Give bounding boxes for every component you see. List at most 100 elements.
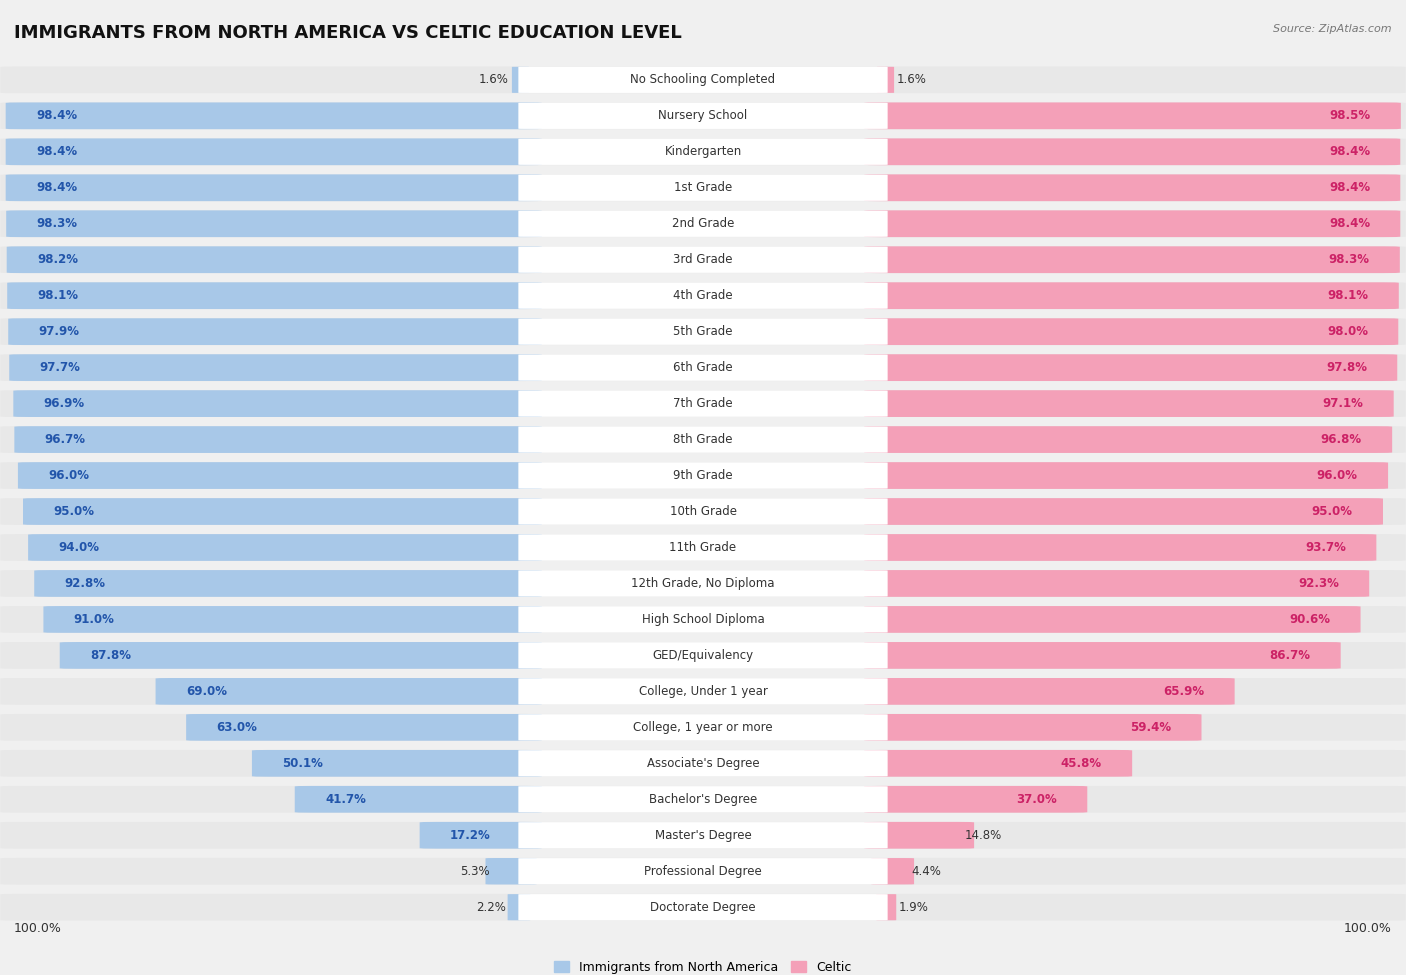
Text: 9th Grade: 9th Grade — [673, 469, 733, 482]
Text: Source: ZipAtlas.com: Source: ZipAtlas.com — [1274, 24, 1392, 34]
FancyBboxPatch shape — [252, 750, 541, 777]
FancyBboxPatch shape — [865, 426, 1392, 453]
Text: College, Under 1 year: College, Under 1 year — [638, 684, 768, 698]
FancyBboxPatch shape — [865, 354, 1398, 381]
FancyBboxPatch shape — [865, 175, 1400, 201]
Text: 95.0%: 95.0% — [53, 505, 94, 518]
Text: 98.4%: 98.4% — [1329, 181, 1369, 194]
Text: GED/Equivalency: GED/Equivalency — [652, 649, 754, 662]
FancyBboxPatch shape — [0, 642, 1406, 669]
Text: 100.0%: 100.0% — [1344, 922, 1392, 935]
Text: 2nd Grade: 2nd Grade — [672, 217, 734, 230]
Text: 8th Grade: 8th Grade — [673, 433, 733, 447]
FancyBboxPatch shape — [7, 283, 541, 309]
FancyBboxPatch shape — [186, 714, 541, 741]
Text: 98.3%: 98.3% — [1329, 254, 1369, 266]
FancyBboxPatch shape — [0, 462, 1406, 488]
Text: 3rd Grade: 3rd Grade — [673, 254, 733, 266]
FancyBboxPatch shape — [6, 138, 541, 165]
FancyBboxPatch shape — [14, 426, 541, 453]
Text: 59.4%: 59.4% — [1130, 721, 1171, 734]
Text: 96.9%: 96.9% — [44, 397, 84, 410]
FancyBboxPatch shape — [865, 606, 1361, 633]
Text: IMMIGRANTS FROM NORTH AMERICA VS CELTIC EDUCATION LEVEL: IMMIGRANTS FROM NORTH AMERICA VS CELTIC … — [14, 24, 682, 42]
FancyBboxPatch shape — [877, 67, 894, 93]
FancyBboxPatch shape — [295, 786, 541, 813]
Text: 98.4%: 98.4% — [37, 145, 77, 158]
Text: 4th Grade: 4th Grade — [673, 290, 733, 302]
FancyBboxPatch shape — [0, 894, 1406, 920]
Text: 50.1%: 50.1% — [283, 757, 323, 770]
Text: Master's Degree: Master's Degree — [655, 829, 751, 841]
Text: 12th Grade, No Diploma: 12th Grade, No Diploma — [631, 577, 775, 590]
FancyBboxPatch shape — [519, 426, 887, 452]
FancyBboxPatch shape — [519, 643, 887, 669]
FancyBboxPatch shape — [865, 750, 1132, 777]
FancyBboxPatch shape — [865, 102, 1400, 130]
FancyBboxPatch shape — [7, 247, 541, 273]
FancyBboxPatch shape — [0, 714, 1406, 741]
FancyBboxPatch shape — [519, 534, 887, 561]
Legend: Immigrants from North America, Celtic: Immigrants from North America, Celtic — [550, 956, 856, 975]
Text: 97.8%: 97.8% — [1326, 361, 1367, 374]
FancyBboxPatch shape — [519, 319, 887, 345]
FancyBboxPatch shape — [0, 66, 1406, 94]
FancyBboxPatch shape — [865, 247, 1400, 273]
FancyBboxPatch shape — [519, 247, 887, 273]
FancyBboxPatch shape — [519, 606, 887, 633]
Text: 98.0%: 98.0% — [1327, 325, 1368, 338]
FancyBboxPatch shape — [519, 715, 887, 740]
Text: 4.4%: 4.4% — [911, 865, 942, 878]
Text: 98.4%: 98.4% — [1329, 217, 1369, 230]
FancyBboxPatch shape — [519, 283, 887, 309]
FancyBboxPatch shape — [865, 283, 1399, 309]
FancyBboxPatch shape — [419, 822, 541, 848]
FancyBboxPatch shape — [6, 175, 541, 201]
FancyBboxPatch shape — [865, 714, 1202, 741]
FancyBboxPatch shape — [0, 283, 1406, 309]
Text: 97.9%: 97.9% — [38, 325, 80, 338]
Text: 98.1%: 98.1% — [38, 290, 79, 302]
Text: 96.0%: 96.0% — [48, 469, 89, 482]
Text: 98.4%: 98.4% — [37, 181, 77, 194]
FancyBboxPatch shape — [872, 858, 914, 884]
FancyBboxPatch shape — [519, 355, 887, 380]
Text: 5th Grade: 5th Grade — [673, 325, 733, 338]
Text: 96.7%: 96.7% — [45, 433, 86, 447]
Text: 98.1%: 98.1% — [1327, 290, 1368, 302]
Text: 98.4%: 98.4% — [1329, 145, 1369, 158]
Text: 98.5%: 98.5% — [1330, 109, 1371, 122]
Text: 87.8%: 87.8% — [90, 649, 131, 662]
Text: 98.2%: 98.2% — [37, 254, 77, 266]
FancyBboxPatch shape — [519, 894, 887, 920]
Text: 96.0%: 96.0% — [1317, 469, 1358, 482]
Text: 6th Grade: 6th Grade — [673, 361, 733, 374]
FancyBboxPatch shape — [0, 247, 1406, 273]
Text: 97.7%: 97.7% — [39, 361, 80, 374]
FancyBboxPatch shape — [512, 67, 529, 93]
FancyBboxPatch shape — [0, 822, 1406, 848]
FancyBboxPatch shape — [18, 462, 541, 488]
Text: No Schooling Completed: No Schooling Completed — [630, 73, 776, 87]
FancyBboxPatch shape — [34, 570, 541, 597]
Text: 1.9%: 1.9% — [898, 901, 928, 914]
FancyBboxPatch shape — [865, 462, 1388, 488]
FancyBboxPatch shape — [865, 390, 1393, 417]
FancyBboxPatch shape — [156, 678, 541, 705]
FancyBboxPatch shape — [519, 822, 887, 848]
Text: Professional Degree: Professional Degree — [644, 865, 762, 878]
FancyBboxPatch shape — [519, 750, 887, 776]
Text: 7th Grade: 7th Grade — [673, 397, 733, 410]
FancyBboxPatch shape — [0, 498, 1406, 525]
FancyBboxPatch shape — [519, 211, 887, 237]
FancyBboxPatch shape — [519, 138, 887, 165]
Text: 5.3%: 5.3% — [460, 865, 489, 878]
Text: Nursery School: Nursery School — [658, 109, 748, 122]
FancyBboxPatch shape — [519, 175, 887, 201]
FancyBboxPatch shape — [519, 786, 887, 812]
FancyBboxPatch shape — [22, 498, 541, 525]
FancyBboxPatch shape — [0, 318, 1406, 345]
Text: 94.0%: 94.0% — [59, 541, 100, 554]
FancyBboxPatch shape — [865, 570, 1369, 597]
Text: 96.8%: 96.8% — [1320, 433, 1362, 447]
